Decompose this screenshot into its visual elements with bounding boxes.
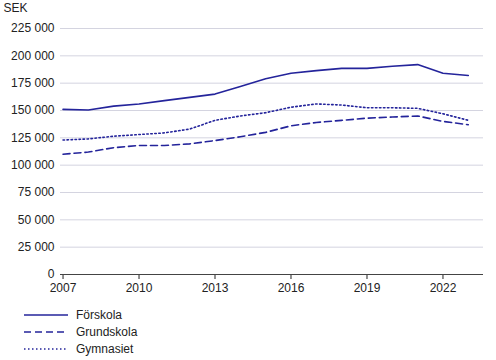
svg-text:SEK: SEK bbox=[4, 1, 28, 15]
svg-text:200 000: 200 000 bbox=[11, 49, 55, 63]
svg-text:175 000: 175 000 bbox=[11, 76, 55, 90]
svg-text:25 000: 25 000 bbox=[18, 240, 55, 254]
svg-text:2010: 2010 bbox=[126, 281, 153, 295]
svg-text:225 000: 225 000 bbox=[11, 21, 55, 35]
svg-text:75 000: 75 000 bbox=[18, 185, 55, 199]
svg-text:50 000: 50 000 bbox=[18, 213, 55, 227]
html-text:Grundskola: Grundskola bbox=[76, 324, 138, 339]
svg-text:2013: 2013 bbox=[202, 281, 229, 295]
html-text:Gymnasiet: Gymnasiet bbox=[76, 341, 134, 356]
svg-text:125 000: 125 000 bbox=[11, 131, 55, 145]
html-text:Förskola: Förskola bbox=[76, 307, 122, 322]
svg-text:100 000: 100 000 bbox=[11, 158, 55, 172]
svg-text:2016: 2016 bbox=[278, 281, 305, 295]
svg-text:150 000: 150 000 bbox=[11, 103, 55, 117]
svg-text:2022: 2022 bbox=[430, 281, 457, 295]
svg-text:2007: 2007 bbox=[50, 281, 77, 295]
svg-text:2019: 2019 bbox=[354, 281, 381, 295]
svg-text:0: 0 bbox=[48, 267, 55, 281]
